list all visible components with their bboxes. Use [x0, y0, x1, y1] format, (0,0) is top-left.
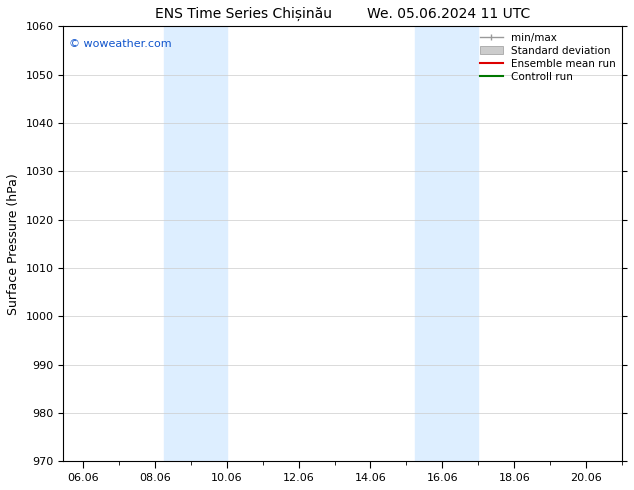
Text: © woweather.com: © woweather.com — [69, 39, 172, 49]
Bar — [415, 26, 479, 461]
Legend: min/max, Standard deviation, Ensemble mean run, Controll run: min/max, Standard deviation, Ensemble me… — [476, 28, 620, 86]
Bar — [164, 26, 227, 461]
Title: ENS Time Series Chișinău        We. 05.06.2024 11 UTC: ENS Time Series Chișinău We. 05.06.2024 … — [155, 7, 531, 21]
Y-axis label: Surface Pressure (hPa): Surface Pressure (hPa) — [7, 173, 20, 315]
